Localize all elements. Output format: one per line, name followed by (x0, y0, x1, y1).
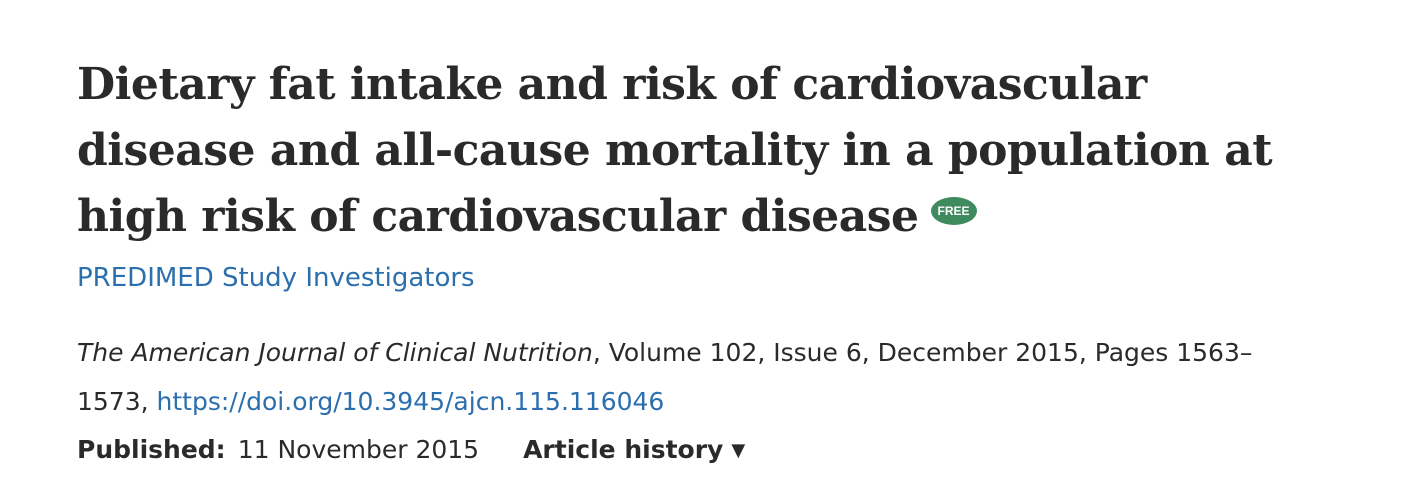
doi-link[interactable]: https://doi.org/10.3945/ajcn.115.116046 (156, 387, 665, 416)
journal-name: The American Journal of Clinical Nutriti… (77, 338, 593, 367)
article-history-toggle[interactable]: Article history ▼ (523, 435, 745, 464)
published-label: Published: (77, 435, 226, 464)
article-title-text: Dietary fat intake and risk of cardiovas… (77, 59, 1273, 242)
article-history-label: Article history (523, 435, 724, 464)
published-date: 11 November 2015 (237, 435, 480, 464)
citation: The American Journal of Clinical Nutriti… (77, 328, 1317, 426)
article-title: Dietary fat intake and risk of cardiovas… (77, 52, 1337, 250)
author-list: PREDIMED Study Investigators (77, 258, 1402, 298)
triangle-down-icon: ▼ (731, 440, 746, 461)
publication-meta: Published: 11 November 2015 Article histor… (77, 426, 1402, 477)
citation-details: , Volume 102, Issue 6, December 2015, Pa… (77, 338, 1253, 416)
author-link[interactable]: PREDIMED Study Investigators (77, 263, 475, 293)
free-access-badge: FREE (930, 196, 977, 225)
